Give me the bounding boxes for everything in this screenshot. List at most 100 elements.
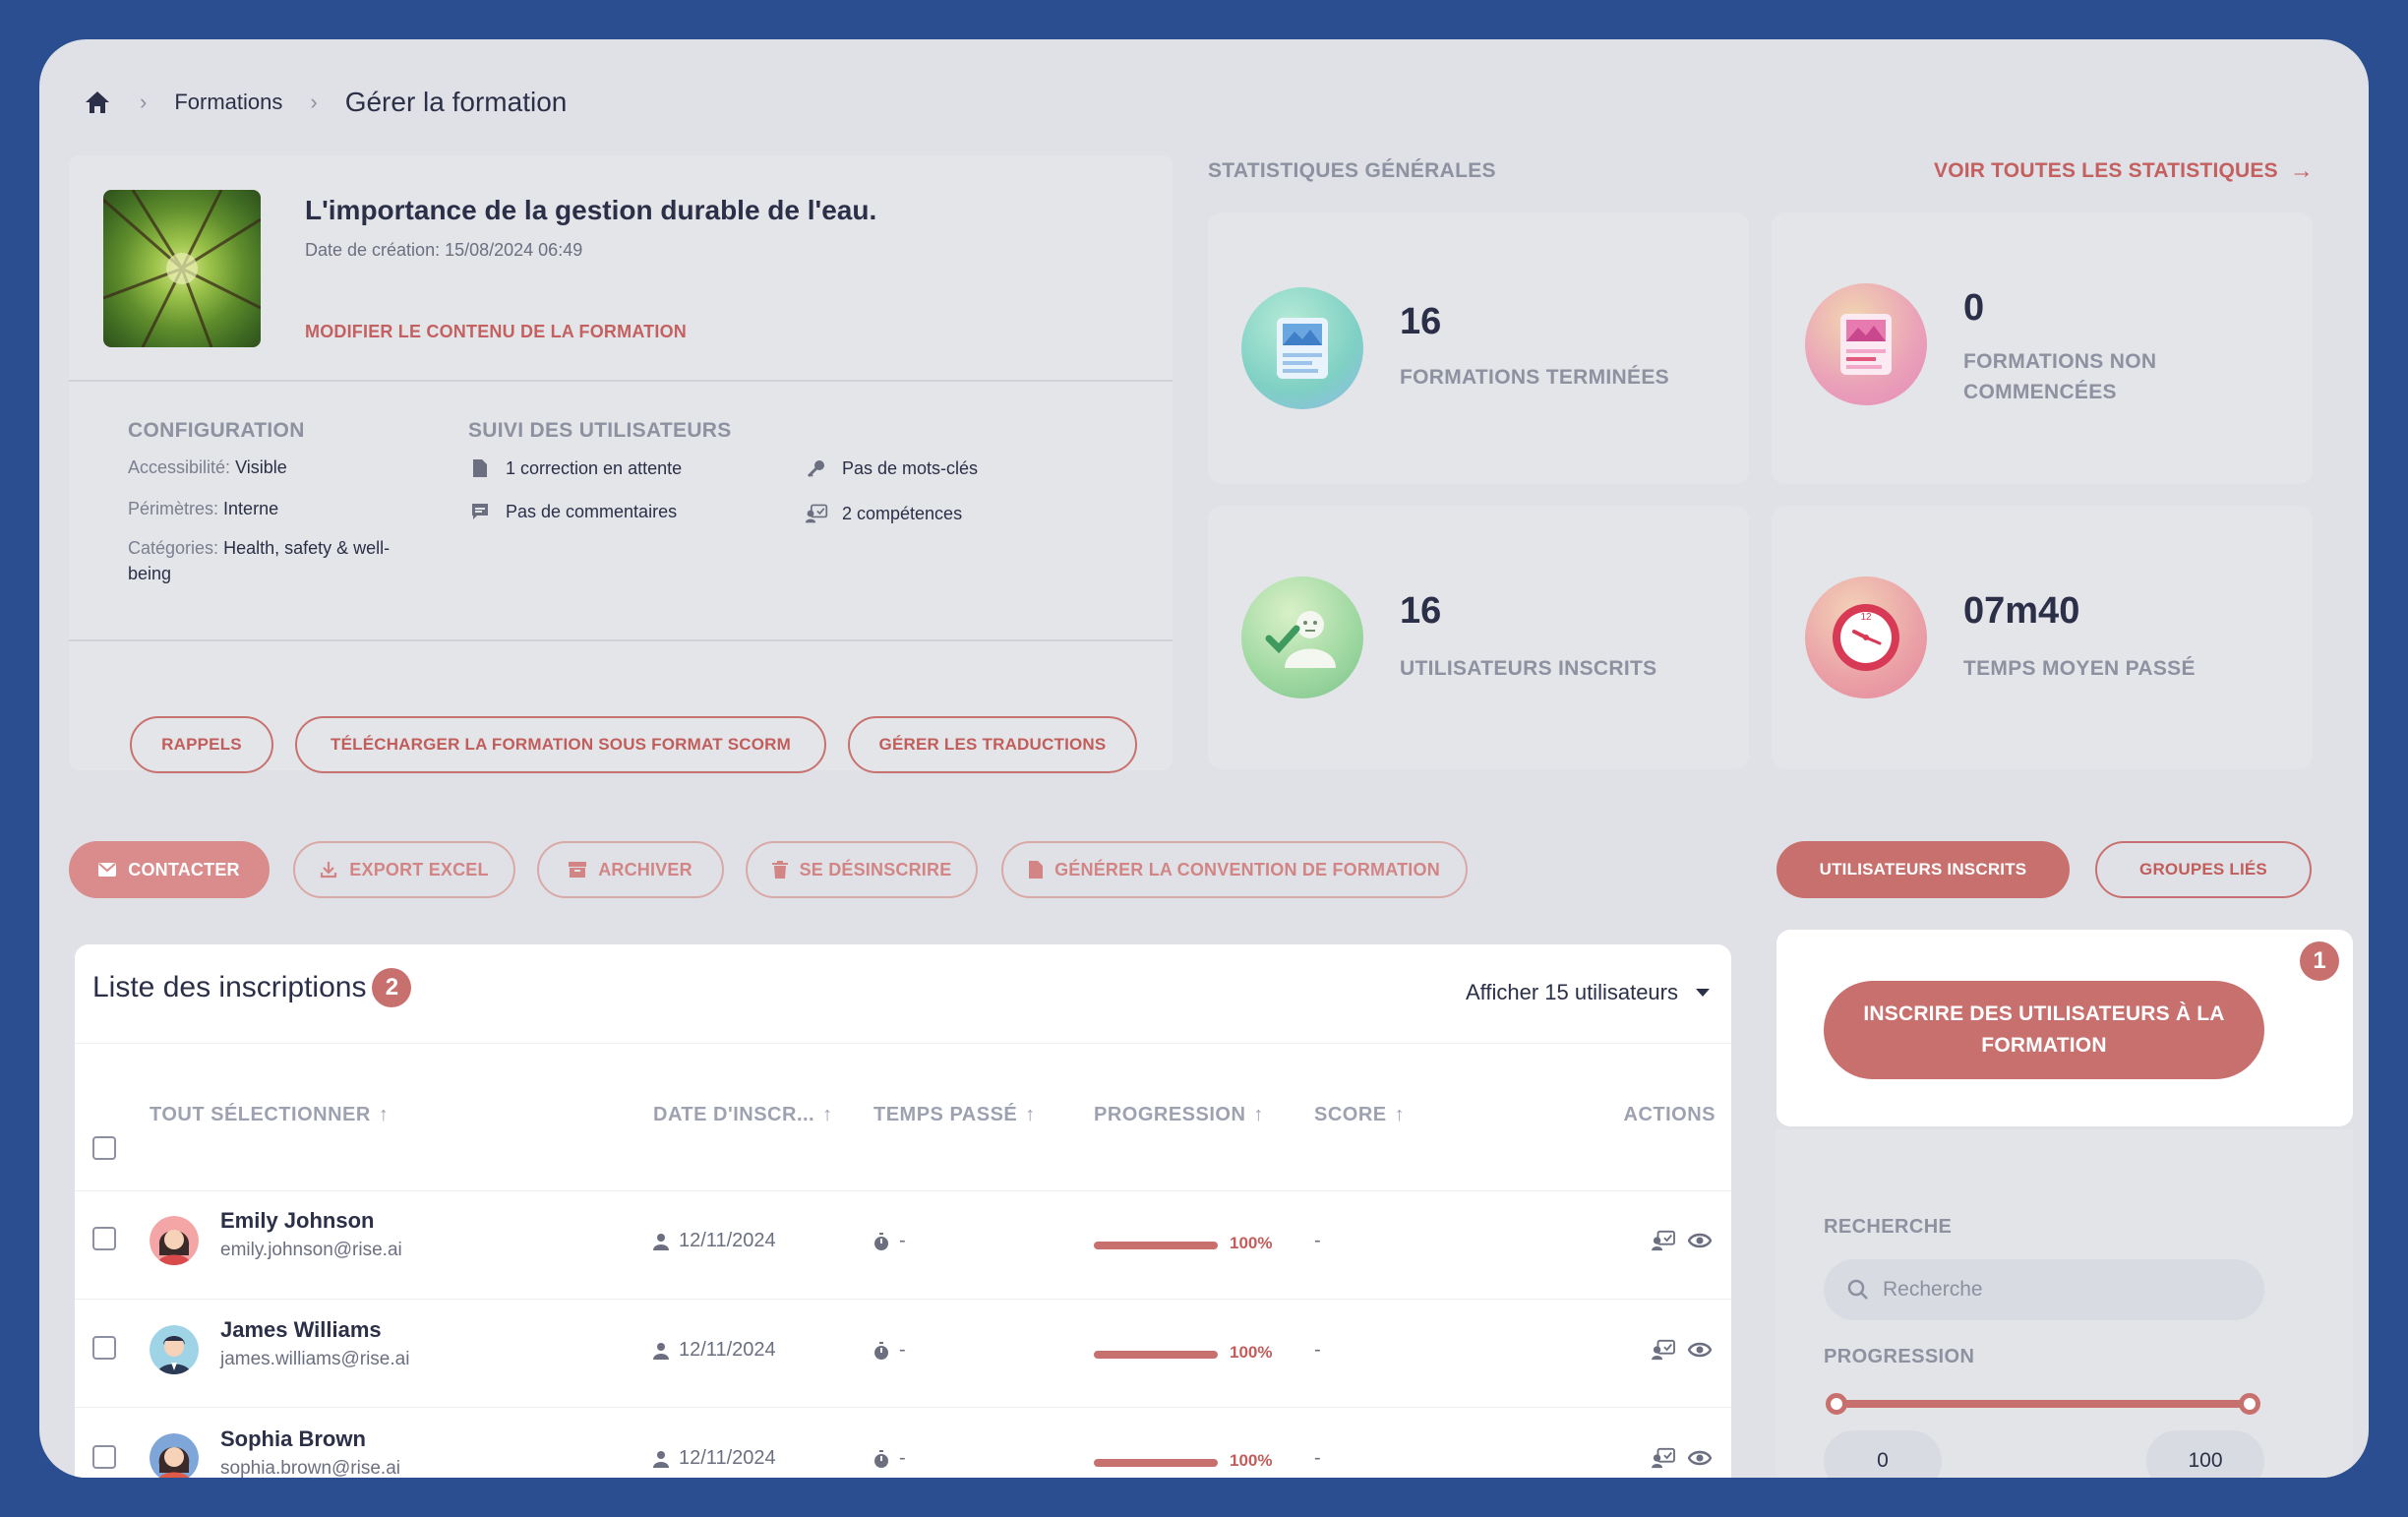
enroll-users-button[interactable]: INSCRIRE DES UTILISATEURS À LA FORMATION: [1824, 981, 2264, 1079]
search-field[interactable]: [1824, 1259, 2264, 1320]
course-created-date: Date de création: 15/08/2024 06:49: [305, 240, 583, 260]
not-started-label: FORMATIONS NON COMMENCÉES: [1963, 350, 2157, 403]
enroll-card: INSCRIRE DES UTILISATEURS À LA FORMATION…: [1776, 930, 2353, 1126]
row-checkbox[interactable]: [92, 1336, 116, 1360]
breadcrumb-formations[interactable]: Formations: [174, 90, 283, 114]
avatar: [150, 1325, 199, 1374]
see-all-stats-link[interactable]: VOIR TOUTES LES STATISTIQUES →: [1933, 157, 2314, 184]
course-title: L'importance de la gestion durable de l'…: [305, 195, 877, 225]
row-actions: [1651, 1447, 1712, 1469]
sort-arrow-icon: ↑: [378, 1104, 390, 1125]
stat-avg-time: 12 07m40 TEMPS MOYEN PASSÉ: [1772, 506, 2313, 769]
divider: [69, 380, 1173, 382]
progress-bar: [1094, 1242, 1218, 1249]
user-name[interactable]: Sophia Brown: [220, 1426, 366, 1451]
user-name[interactable]: James Williams: [220, 1317, 382, 1342]
follow-heading: SUIVI DES UTILISATEURS: [468, 419, 732, 442]
row-actions: [1651, 1339, 1712, 1361]
unsubscribe-button[interactable]: SE DÉSINSCRIRE: [746, 841, 978, 898]
config-heading: CONFIGURATION: [128, 419, 305, 442]
progress-bar: [1094, 1351, 1218, 1359]
not-started-value: 0: [1963, 287, 1985, 329]
user-email: james.williams@rise.ai: [220, 1349, 410, 1369]
person-icon: [653, 1450, 669, 1468]
skills-icon[interactable]: [1651, 1230, 1676, 1251]
person-icon: [653, 1233, 669, 1250]
clock-illustration-icon: 12: [1805, 576, 1927, 698]
download-scorm-button[interactable]: TÉLÉCHARGER LA FORMATION SOUS FORMAT SCO…: [295, 716, 826, 773]
skills-icon[interactable]: [1651, 1339, 1676, 1361]
contact-button[interactable]: CONTACTER: [69, 841, 270, 898]
keywords-status: Pas de mots-clés: [805, 456, 978, 480]
progress-percent: 100%: [1230, 1451, 1273, 1470]
user-email: emily.johnson@rise.ai: [220, 1240, 402, 1260]
stopwatch-icon: [873, 1449, 889, 1468]
stat-enrolled: 16 UTILISATEURS INSCRITS: [1208, 506, 1749, 769]
col-time-spent[interactable]: TEMPS PASSÉ ↑: [873, 1104, 1036, 1125]
range-max-handle[interactable]: [2239, 1393, 2260, 1415]
sort-arrow-icon: ↑: [1394, 1104, 1406, 1125]
count-badge: 2: [372, 968, 412, 1007]
time-spent: -: [873, 1230, 906, 1252]
page-size-select[interactable]: Afficher 15 utilisateurs: [1466, 980, 1710, 1005]
tab-enrolled-users[interactable]: UTILISATEURS INSCRITS: [1776, 841, 2070, 898]
course-card: L'importance de la gestion durable de l'…: [69, 155, 1173, 773]
stopwatch-icon: [873, 1232, 889, 1250]
row-checkbox[interactable]: [92, 1445, 116, 1469]
completed-value: 16: [1400, 301, 1442, 342]
export-excel-button[interactable]: EXPORT EXCEL: [293, 841, 515, 898]
not-started-illustration-icon: [1805, 283, 1927, 405]
stat-completed: 16 FORMATIONS TERMINÉES: [1208, 212, 1749, 484]
stats-heading: STATISTIQUES GÉNÉRALES: [1208, 159, 1496, 182]
generate-convention-button[interactable]: GÉNÉRER LA CONVENTION DE FORMATION: [1001, 841, 1468, 898]
trash-icon: [771, 861, 788, 879]
score: -: [1314, 1339, 1321, 1361]
tab-linked-groups[interactable]: GROUPES LIÉS: [2095, 841, 2312, 898]
sort-arrow-icon: ↑: [822, 1104, 833, 1125]
eye-icon[interactable]: [1688, 1341, 1712, 1359]
search-label: RECHERCHE: [1824, 1216, 1953, 1238]
stat-not-started: 0 FORMATIONS NON COMMENCÉES: [1772, 212, 2313, 484]
col-score[interactable]: SCORE ↑: [1314, 1104, 1406, 1125]
row-checkbox[interactable]: [92, 1227, 116, 1250]
select-all-checkbox[interactable]: [92, 1136, 116, 1160]
col-select-all[interactable]: TOUT SÉLECTIONNER ↑: [150, 1104, 390, 1125]
range-min-handle[interactable]: [1826, 1393, 1847, 1415]
divider: [69, 639, 1173, 641]
user-name[interactable]: Emily Johnson: [220, 1208, 375, 1233]
divider: [75, 1043, 1731, 1044]
svg-text:12: 12: [1860, 612, 1872, 623]
progress-range-slider[interactable]: [1826, 1393, 2260, 1415]
config-scope: Périmètres: Interne: [128, 499, 279, 518]
divider: [75, 1407, 1731, 1408]
course-thumbnail: [103, 190, 261, 347]
enroll-date: 12/11/2024: [653, 1339, 776, 1362]
eye-icon[interactable]: [1688, 1449, 1712, 1467]
row-actions: [1651, 1230, 1712, 1251]
col-date[interactable]: DATE D'INSCR... ↑: [653, 1104, 833, 1125]
skills-icon[interactable]: [1651, 1447, 1676, 1469]
enroll-date: 12/11/2024: [653, 1447, 776, 1470]
document-icon: [1029, 861, 1044, 879]
archive-button[interactable]: ARCHIVER: [537, 841, 724, 898]
avg-time-value: 07m40: [1963, 590, 2080, 632]
corrections-pending: 1 correction en attente: [468, 456, 682, 480]
progress-min-input[interactable]: 0: [1824, 1430, 1942, 1478]
col-progress[interactable]: PROGRESSION ↑: [1094, 1104, 1264, 1125]
filters-panel: RECHERCHE PROGRESSION 0 100: [1776, 1129, 2353, 1478]
reminders-button[interactable]: RAPPELS: [130, 716, 273, 773]
manage-translations-button[interactable]: GÉRER LES TRADUCTIONS: [848, 716, 1137, 773]
time-spent: -: [873, 1447, 906, 1470]
home-icon[interactable]: [83, 88, 112, 117]
progress-max-input[interactable]: 100: [2146, 1430, 2264, 1478]
time-spent: -: [873, 1339, 906, 1362]
config-categories: Catégories: Health, safety & well-being: [128, 538, 391, 583]
edit-course-content-link[interactable]: MODIFIER LE CONTENU DE LA FORMATION: [305, 322, 687, 341]
enrolled-value: 16: [1400, 590, 1442, 632]
search-input[interactable]: [1883, 1278, 2237, 1302]
enroll-date: 12/11/2024: [653, 1230, 776, 1252]
eye-icon[interactable]: [1688, 1232, 1712, 1249]
divider: [75, 1299, 1731, 1300]
col-actions: ACTIONS: [1623, 1104, 1716, 1125]
chevron-right-icon: ›: [310, 90, 318, 114]
